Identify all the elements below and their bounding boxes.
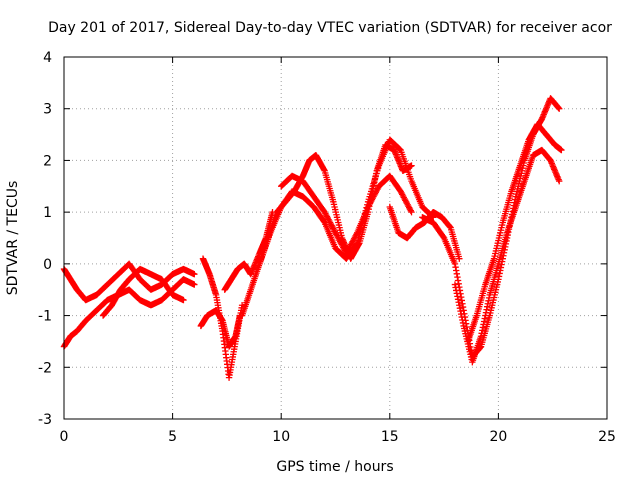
series-track-i xyxy=(278,172,415,257)
x-tick-label: 20 xyxy=(489,429,507,445)
chart-title: Day 201 of 2017, Sidereal Day-to-day VTE… xyxy=(48,20,612,36)
x-tick-label: 0 xyxy=(60,429,69,445)
data-point-markers xyxy=(199,255,246,381)
data-point-markers xyxy=(99,265,187,319)
y-tick-label: -1 xyxy=(38,309,52,325)
series-track-m xyxy=(464,121,565,345)
series-track-k xyxy=(419,95,563,361)
x-axis-label: GPS time / hours xyxy=(276,459,393,475)
data-point-markers xyxy=(60,276,198,350)
series-track-l xyxy=(451,146,563,366)
plot-frame xyxy=(63,56,608,420)
x-tick-labels: 0 5 10 15 20 25 xyxy=(60,429,616,445)
data-point-markers xyxy=(221,208,276,293)
y-tick-label: 2 xyxy=(43,153,52,169)
y-tick-label: 4 xyxy=(43,50,52,66)
x-tick-label: 10 xyxy=(272,429,290,445)
series-track-f xyxy=(221,208,276,293)
y-tick-label: 0 xyxy=(43,257,52,273)
grid-lines xyxy=(64,57,607,419)
axis-ticks xyxy=(63,56,608,420)
y-axis-label: SDTVAR / TECUs xyxy=(5,181,21,296)
x-tick-label: 15 xyxy=(381,429,399,445)
y-tick-label: -3 xyxy=(38,412,52,428)
data-point-markers xyxy=(256,136,437,268)
y-tick-label: 1 xyxy=(43,205,52,221)
series-track-e xyxy=(199,255,246,381)
data-point-markers xyxy=(451,146,563,366)
data-point-markers xyxy=(419,95,563,361)
y-tick-labels: -3 -2 -1 0 1 2 3 4 xyxy=(38,50,52,428)
series-track-c xyxy=(99,265,187,319)
series-track-h xyxy=(256,136,437,268)
data-point-markers xyxy=(464,121,565,345)
data-point-markers xyxy=(278,172,415,257)
y-tick-label: -2 xyxy=(38,360,52,376)
x-tick-label: 5 xyxy=(168,429,177,445)
x-tick-label: 25 xyxy=(598,429,616,445)
series-track-b xyxy=(60,276,198,350)
data-points xyxy=(60,95,565,381)
y-tick-label: 3 xyxy=(43,102,52,118)
